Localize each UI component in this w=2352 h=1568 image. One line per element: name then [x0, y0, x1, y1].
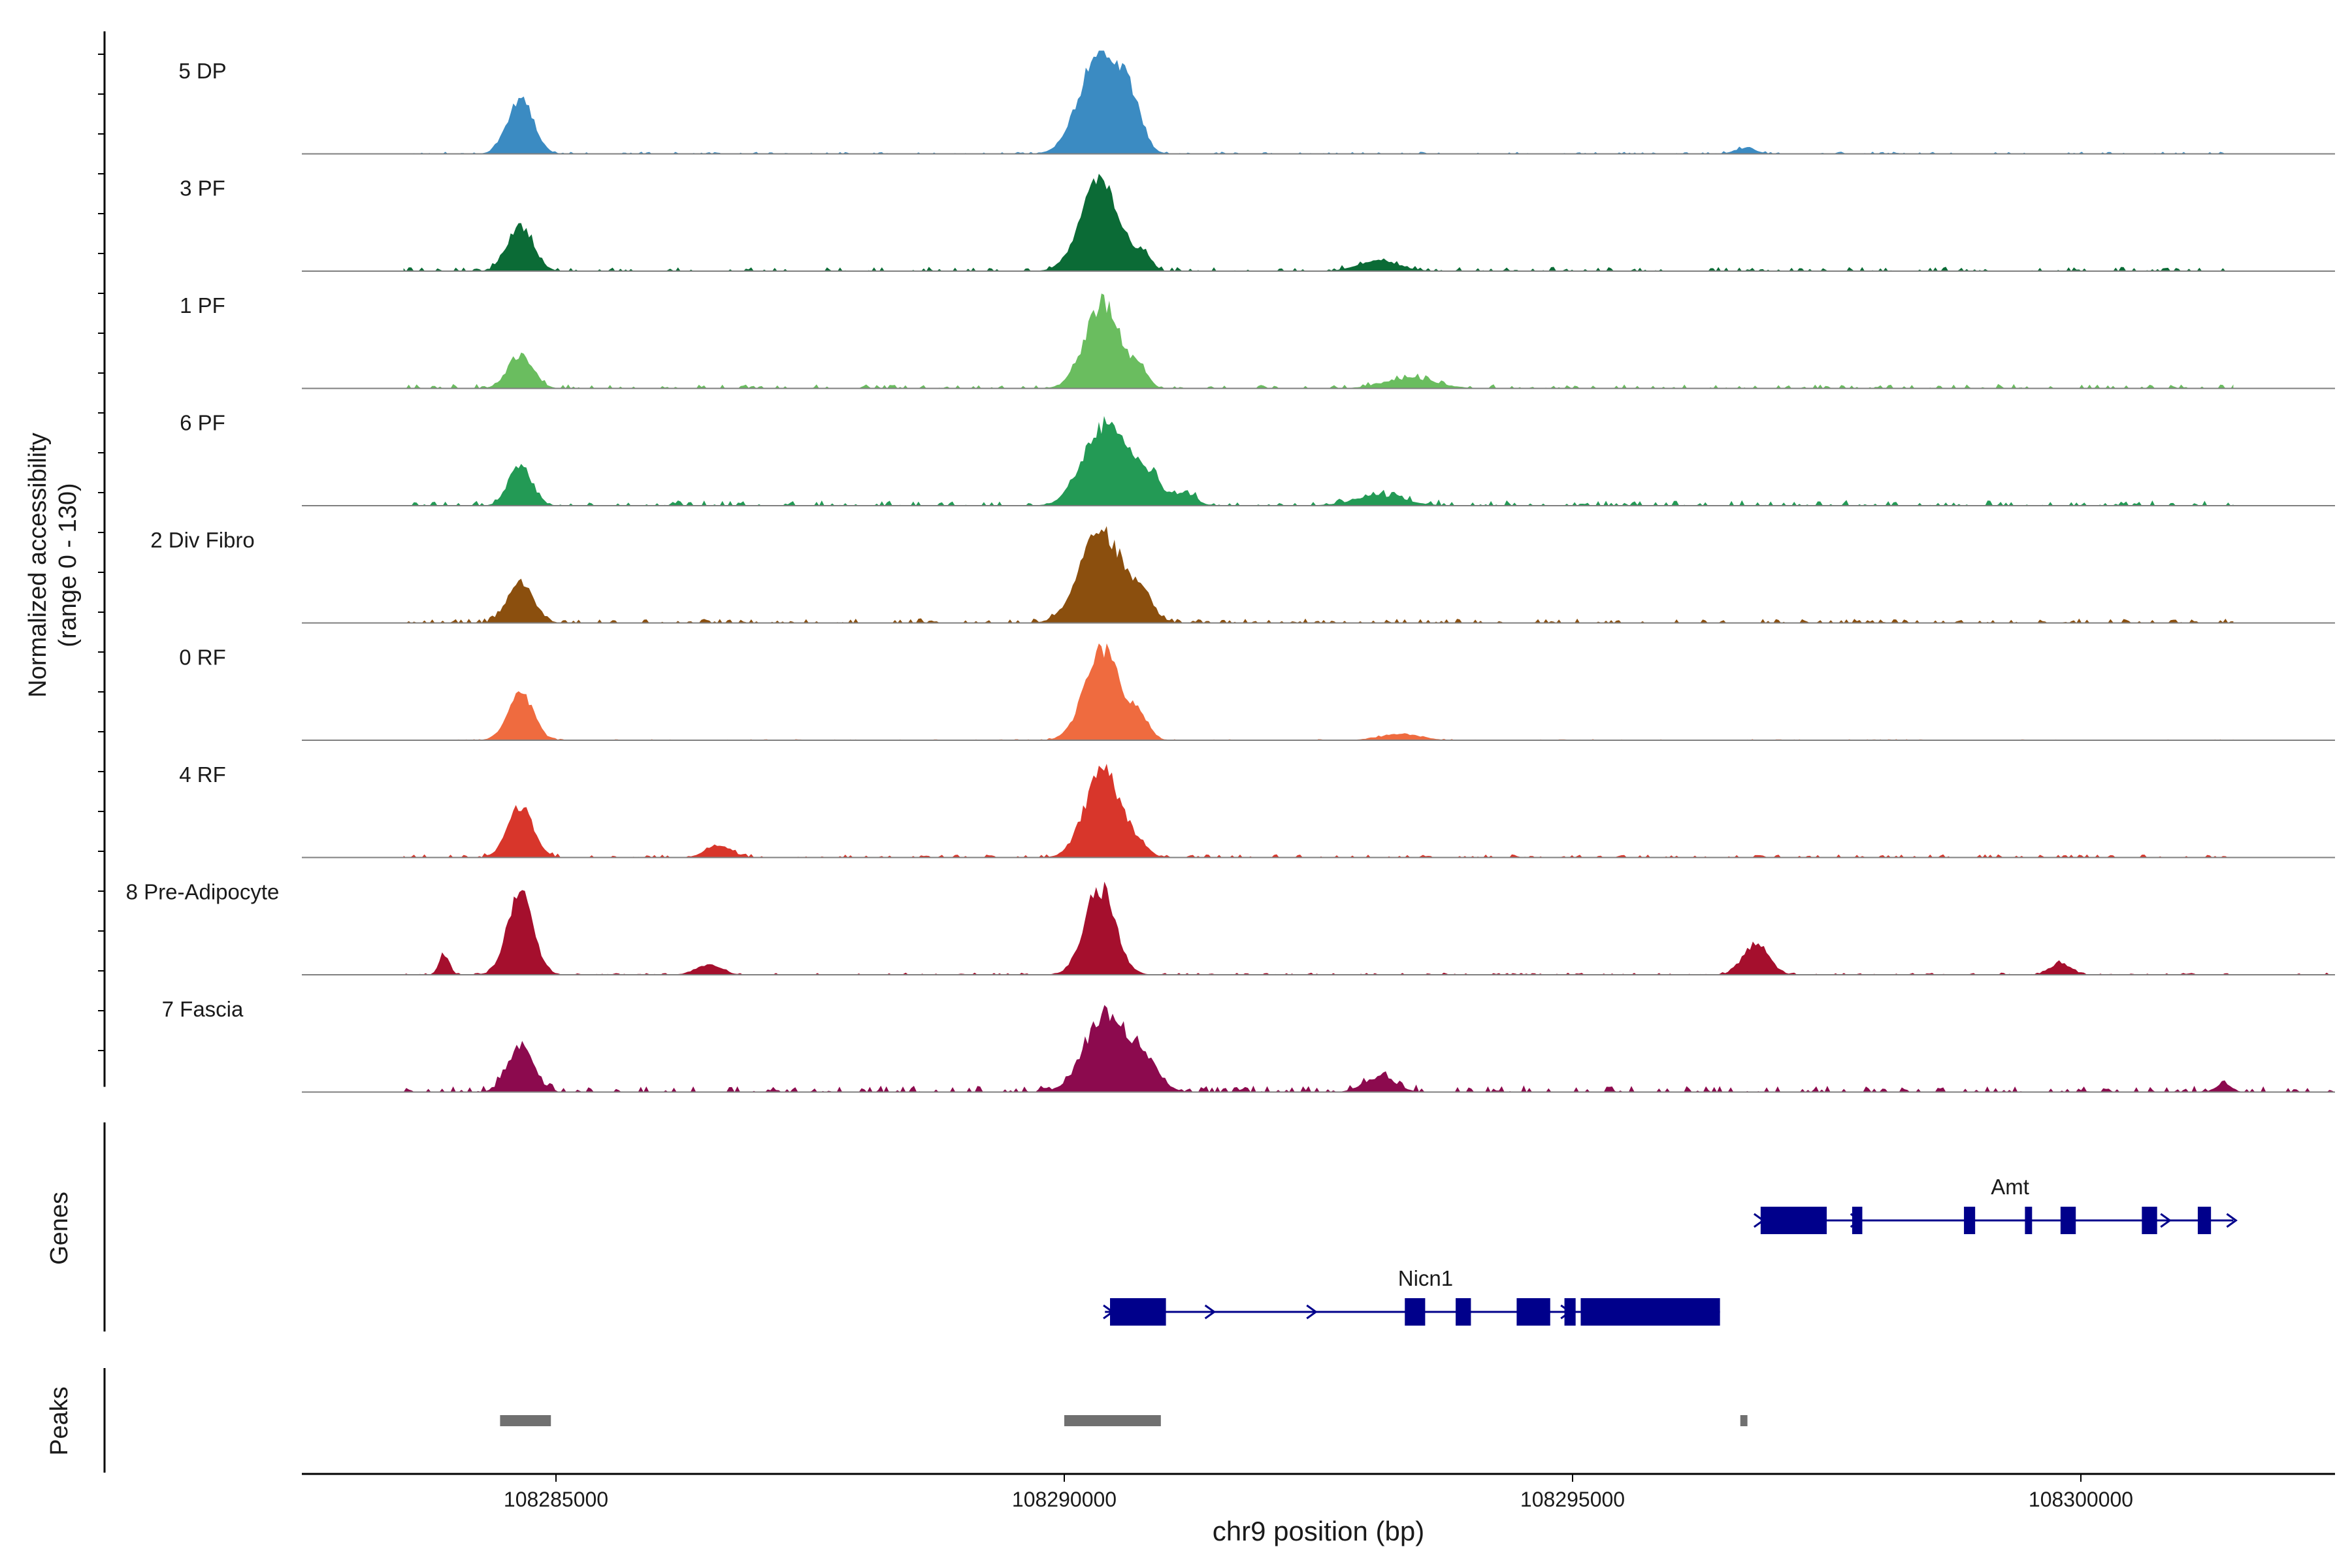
gene-exon	[1564, 1298, 1576, 1326]
coverage-area	[403, 526, 2234, 623]
track-6-pf: 6 PF	[180, 410, 2335, 506]
track-label: 5 DP	[178, 59, 226, 83]
gene-exon	[1110, 1298, 1166, 1326]
y-axis-title-line2: (range 0 - 130)	[54, 483, 82, 647]
track-1-pf: 1 PF	[180, 293, 2335, 389]
track-label: 0 RF	[179, 645, 226, 669]
track-label: 6 PF	[180, 410, 225, 434]
coverage-area	[403, 881, 2335, 975]
track-4-rf: 4 RF	[179, 762, 2335, 858]
coverage-area	[403, 764, 2234, 858]
gene-exon	[1405, 1298, 1426, 1326]
track-label: 8 Pre-Adipocyte	[126, 879, 280, 904]
gene-exon	[1760, 1207, 1827, 1234]
strand-arrow	[2226, 1213, 2238, 1228]
track-0-rf: 0 RF	[179, 643, 2335, 741]
strand-arrow	[2160, 1213, 2172, 1228]
gene-exon	[1580, 1298, 1720, 1326]
coverage-area	[403, 173, 2234, 271]
coverage-area	[403, 293, 2234, 389]
gene-exon	[2060, 1207, 2076, 1234]
track-8-pre-adipocyte: 8 Pre-Adipocyte	[126, 879, 2335, 975]
track-label: 4 RF	[179, 762, 226, 787]
track-3-pf: 3 PF	[180, 173, 2335, 272]
gene-label: Nicn1	[1398, 1266, 1453, 1290]
gene-exon	[1456, 1298, 1471, 1326]
gene-exon	[2142, 1207, 2157, 1234]
gene-exon	[1964, 1207, 1976, 1234]
x-axis: 108285000 108290000 108295000 108300000	[302, 1473, 2335, 1511]
gene-exon	[2197, 1207, 2212, 1234]
track-5-dp: 5 DP	[178, 50, 2335, 155]
coverage-area	[403, 416, 2234, 506]
x-tick-label: 108290000	[1012, 1488, 1117, 1511]
gene-exon	[2025, 1207, 2033, 1234]
coverage-area	[403, 50, 2234, 154]
peak-region	[500, 1415, 551, 1426]
tracks-layer: 5 DP 3 PF 1 PF 6 PF 2 Div Fibro 0 RF 4 RF 8 Pre…	[98, 31, 2335, 1093]
track-label: 2 Div Fibro	[150, 528, 255, 552]
x-tick-label: 108295000	[1520, 1488, 1625, 1511]
genes-layer: Amt Nicn1	[103, 1122, 2238, 1331]
coverage-area	[403, 1005, 2335, 1092]
strand-arrow	[1204, 1304, 1217, 1320]
gene-exon	[1516, 1298, 1550, 1326]
strand-arrow	[1306, 1304, 1318, 1320]
gene-nicn1: Nicn1	[1103, 1266, 1720, 1326]
track-2-div-fibro: 2 Div Fibro	[150, 526, 2335, 624]
gene-exon	[1852, 1207, 1863, 1234]
x-tick-label: 108300000	[2029, 1488, 2133, 1511]
y-axis-title-line1: Normalized accessibility	[24, 433, 52, 697]
peaks-layer	[103, 1368, 1748, 1473]
track-label: 3 PF	[180, 176, 225, 200]
track-label: 7 Fascia	[162, 997, 244, 1021]
x-axis-title: chr9 position (bp)	[1213, 1516, 1425, 1546]
x-tick-label: 108285000	[504, 1488, 608, 1511]
genes-axis-label: Genes	[46, 1192, 73, 1265]
peaks-axis-label: Peaks	[46, 1386, 73, 1456]
peak-region	[1740, 1415, 1748, 1426]
track-label: 1 PF	[180, 293, 225, 318]
gene-label: Amt	[1991, 1175, 2029, 1199]
peak-region	[1064, 1415, 1161, 1426]
track-7-fascia: 7 Fascia	[162, 997, 2335, 1093]
gene-amt: Amt	[1753, 1175, 2238, 1234]
coverage-area	[403, 643, 2234, 740]
